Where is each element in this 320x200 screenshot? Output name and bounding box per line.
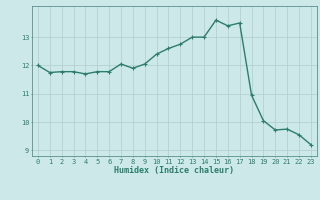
X-axis label: Humidex (Indice chaleur): Humidex (Indice chaleur) bbox=[115, 166, 234, 175]
